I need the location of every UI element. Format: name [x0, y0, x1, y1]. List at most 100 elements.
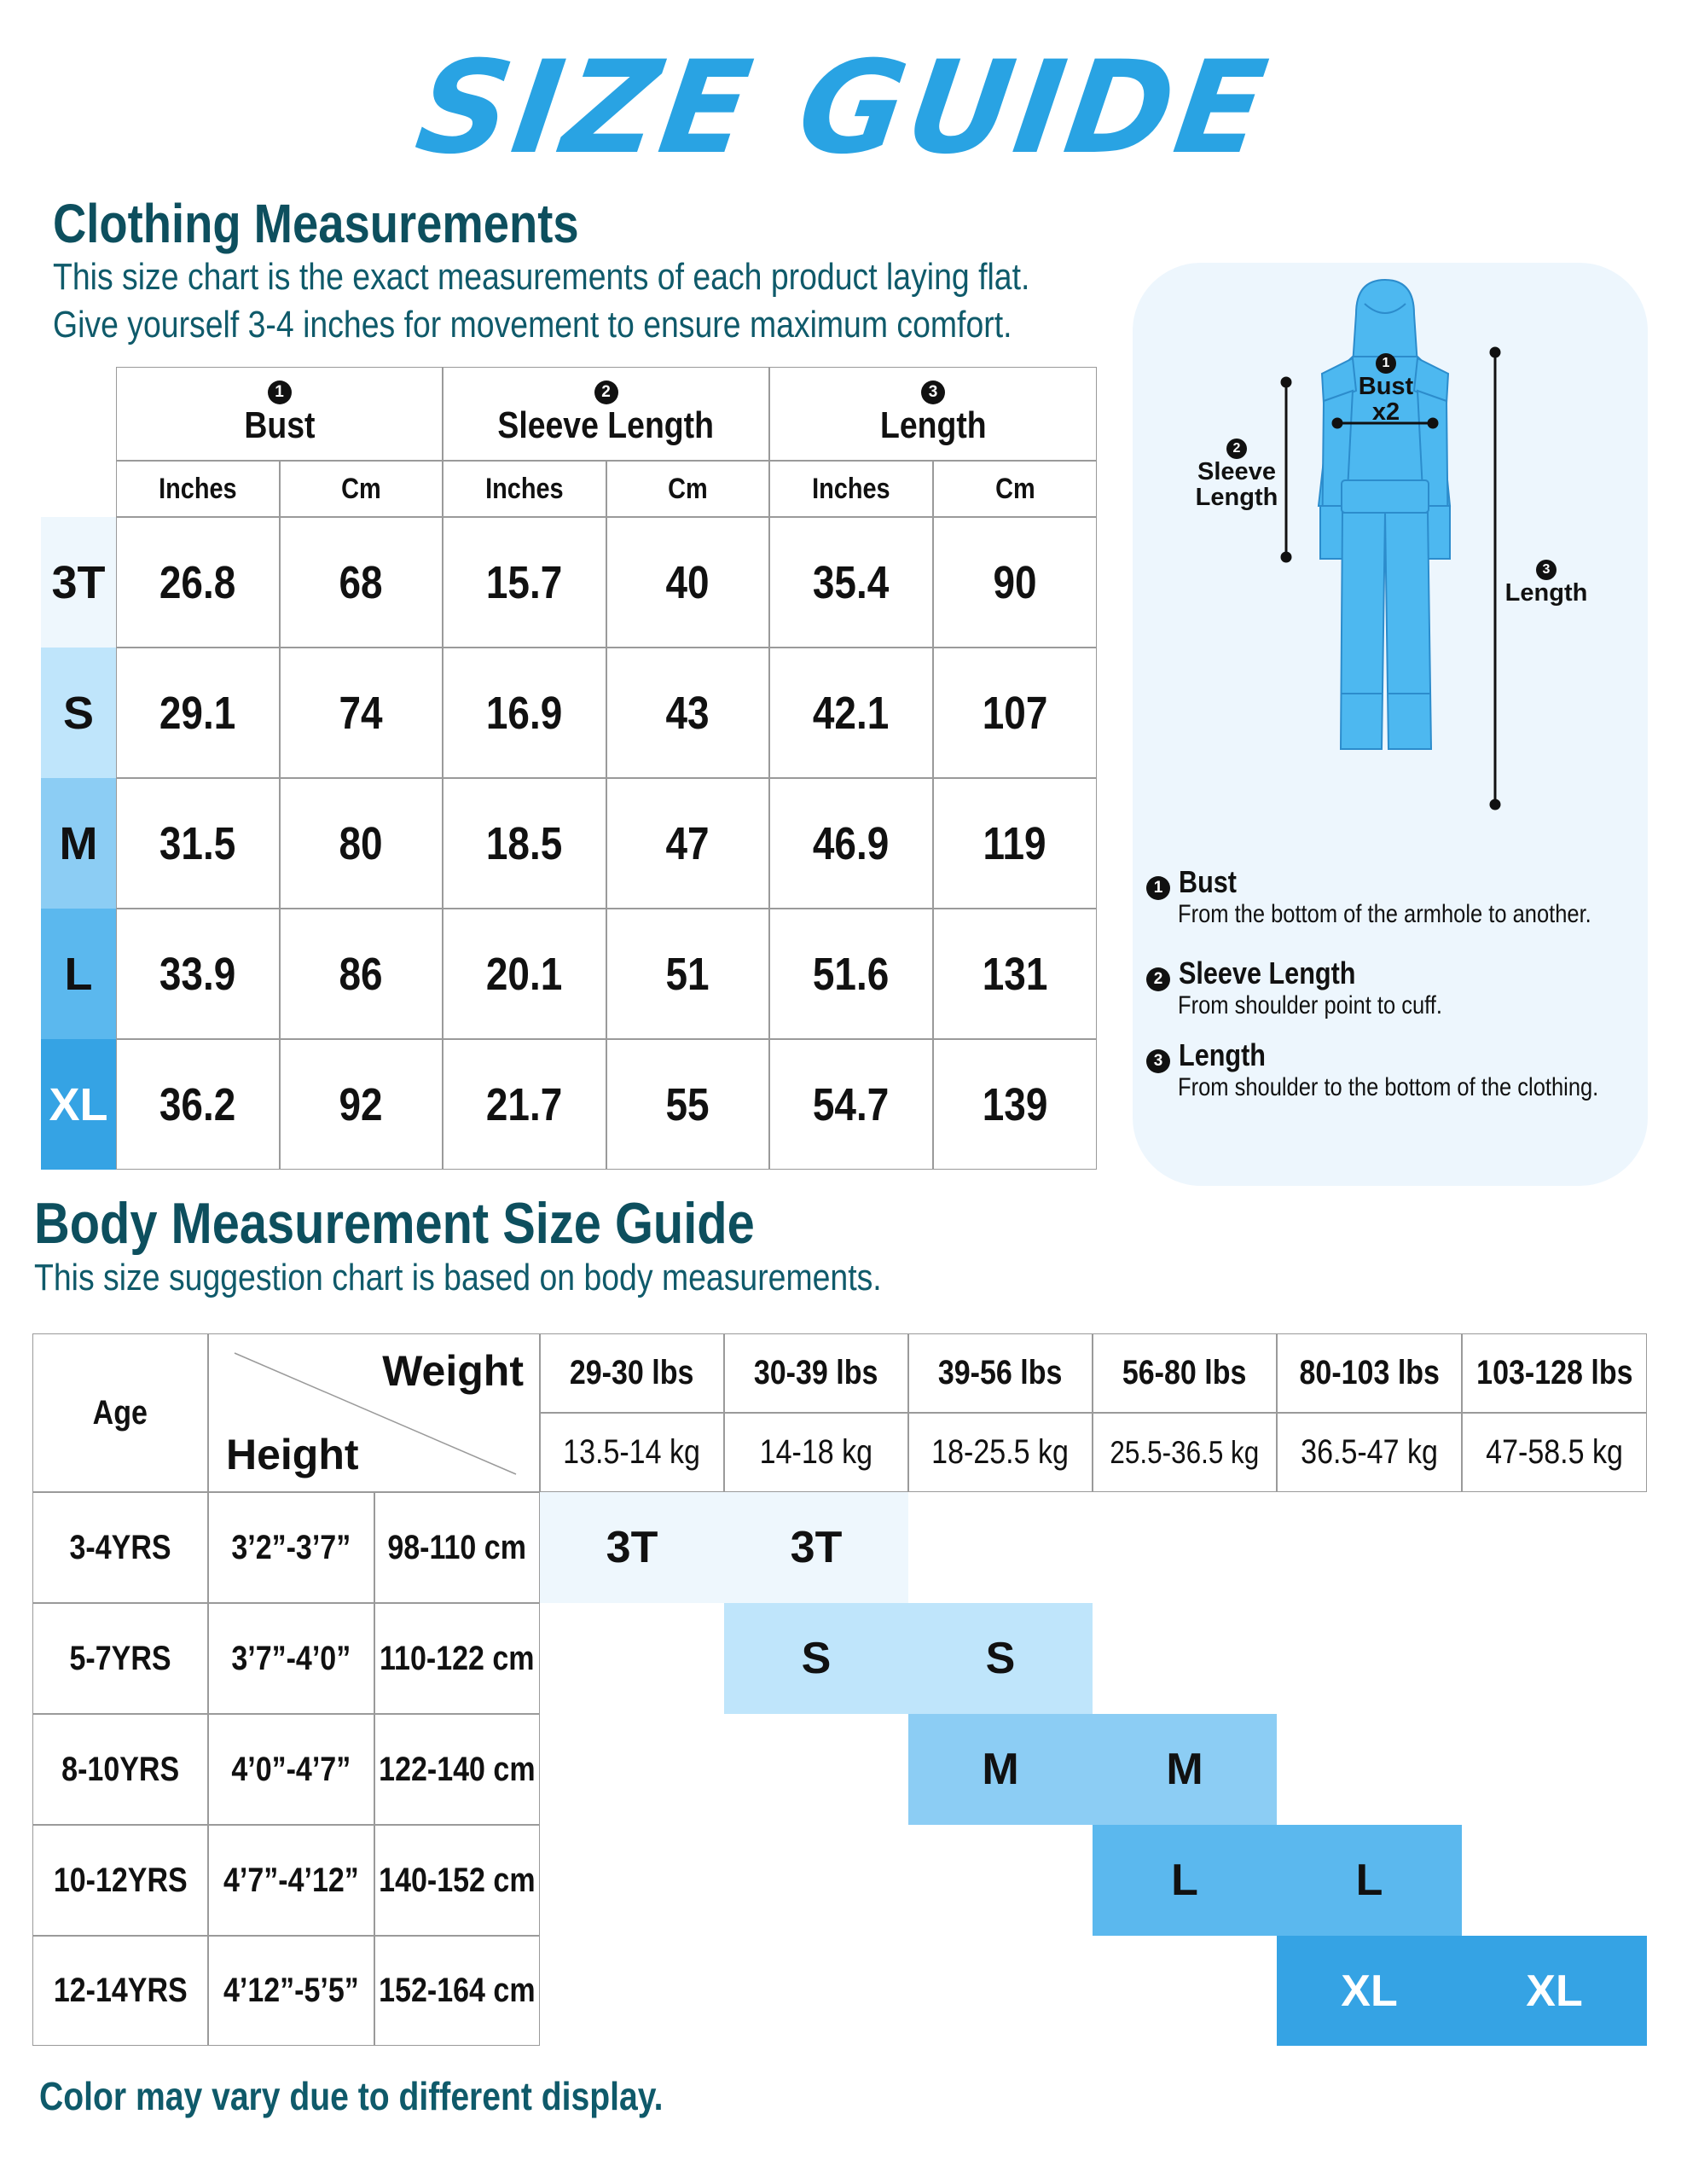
age-value: 5-7YRS	[69, 1639, 171, 1677]
table-cell: 36.2	[116, 1039, 280, 1170]
height-cm-value: 152-164 cm	[379, 1972, 536, 2009]
table-cell-value: 68	[339, 556, 384, 608]
number-badge-icon: 3	[1536, 560, 1557, 580]
age-value: 8-10YRS	[61, 1750, 179, 1788]
table-cell-value: 33.9	[159, 948, 236, 1000]
weight-kg-header: 18-25.5 kg	[908, 1413, 1093, 1492]
sleeve-diagram-label-line2: Length	[1195, 484, 1278, 511]
size-band-s: S S	[724, 1603, 1093, 1714]
table-cell: 51.6	[769, 909, 933, 1039]
height-ft-cell: 4’12”-5’5”	[208, 1936, 374, 2046]
size-band-label: M	[982, 1745, 1019, 1794]
size-band-label: XL	[1526, 1966, 1583, 2016]
height-ft-value: 3’7”-4’0”	[231, 1639, 351, 1677]
body-measurement-heading: Body Measurement Size Guide	[34, 1190, 882, 1257]
clothing-heading-text: Clothing Measurements	[53, 193, 579, 254]
weight-lbs-label: 80-103 lbs	[1299, 1354, 1440, 1391]
table-cell: 18.5	[443, 778, 606, 909]
page-title: SIZE GUIDE	[0, 34, 1687, 183]
size-label-text: L	[64, 948, 93, 1000]
weight-lbs-header: 29-30 lbs	[540, 1333, 724, 1413]
length-diagram-label: 3 Length	[1499, 553, 1593, 606]
body-measurement-description-text: This size suggestion chart is based on b…	[34, 1257, 882, 1298]
body-measurement-description: This size suggestion chart is based on b…	[34, 1257, 1031, 1299]
weight-kg-label: 14-18 kg	[759, 1433, 873, 1471]
weight-kg-label: 13.5-14 kg	[563, 1433, 701, 1471]
table-cell: 47	[606, 778, 769, 909]
table-cell-value: 51	[665, 948, 710, 1000]
clothing-description-line2: Give yourself 3-4 inches for movement to…	[53, 304, 1181, 346]
table-cell: 21.7	[443, 1039, 606, 1170]
sleeve-diagram-label-line1: Sleeve	[1197, 458, 1276, 485]
table-cell: 20.1	[443, 909, 606, 1039]
height-ft-cell: 3’2”-3’7”	[208, 1492, 374, 1603]
weight-kg-header: 36.5-47 kg	[1277, 1413, 1462, 1492]
age-value: 3-4YRS	[69, 1528, 171, 1566]
size-label-text: M	[59, 817, 98, 869]
table-cell-value: 139	[982, 1078, 1048, 1130]
size-label-xl: XL	[41, 1039, 116, 1170]
table-cell: 54.7	[769, 1039, 933, 1170]
jumpsuit-illustration	[1280, 278, 1501, 810]
unit-header: Inches	[443, 461, 606, 517]
weight-header-label: Weight	[382, 1347, 524, 1395]
bust-diagram-label: 1 Bust x2	[1356, 346, 1416, 425]
weight-kg-header: 25.5-36.5 kg	[1093, 1413, 1277, 1492]
size-label-m: M	[41, 778, 116, 909]
table-cell: 55	[606, 1039, 769, 1170]
height-cm-value: 122-140 cm	[379, 1750, 536, 1788]
bust-header-label: Bust	[243, 404, 316, 446]
height-cm-cell: 122-140 cm	[374, 1714, 540, 1825]
height-header-label: Height	[226, 1431, 359, 1478]
table-cell-value: 119	[983, 817, 1047, 869]
height-ft-cell: 4’0”-4’7”	[208, 1714, 374, 1825]
age-value: 10-12YRS	[53, 1861, 188, 1899]
size-band-m: M M	[908, 1714, 1277, 1825]
unit-header: Cm	[280, 461, 443, 517]
size-band-label: XL	[1341, 1966, 1398, 2016]
height-cm-value: 140-152 cm	[379, 1861, 536, 1899]
clothing-description-line1-text: This size chart is the exact measurement…	[53, 256, 1030, 298]
body-size-table: Age Weight Height 29-30 lbs 30-39 lbs 39…	[32, 1333, 1647, 2046]
weight-kg-header: 14-18 kg	[724, 1413, 908, 1492]
weight-lbs-label: 30-39 lbs	[754, 1354, 878, 1391]
number-badge-icon: 3	[921, 380, 945, 404]
sleeve-length-column-header: 2 Sleeve Length	[443, 367, 769, 461]
size-band-3t: 3T 3T	[540, 1492, 908, 1603]
size-label-s: S	[41, 648, 116, 778]
size-band-xl: XL XL	[1277, 1936, 1647, 2046]
height-ft-value: 4’12”-5’5”	[223, 1972, 359, 2009]
weight-lbs-label: 29-30 lbs	[570, 1354, 694, 1391]
weight-kg-label: 36.5-47 kg	[1301, 1433, 1438, 1471]
length-definition: 3 Length From shoulder to the bottom of …	[1146, 1037, 1641, 1102]
weight-lbs-header: 103-128 lbs	[1462, 1333, 1647, 1413]
sleeve-length-definition: 2 Sleeve Length From shoulder point to c…	[1146, 956, 1641, 1020]
table-cell-value: 16.9	[486, 687, 563, 739]
height-ft-value: 3’2”-3’7”	[231, 1528, 351, 1566]
sleeve-length-header-label: Sleeve Length	[497, 404, 715, 446]
weight-lbs-label: 103-128 lbs	[1475, 1354, 1633, 1391]
table-cell-value: 80	[339, 817, 384, 869]
bust-definition: 1 Bust From the bottom of the armhole to…	[1146, 864, 1641, 929]
age-header-label: Age	[92, 1393, 148, 1432]
table-cell-value: 26.8	[159, 556, 236, 608]
unit-header-label: Inches	[485, 472, 564, 505]
unit-header-label: Cm	[994, 472, 1035, 505]
weight-height-header: Weight Height	[208, 1333, 540, 1492]
table-cell: 31.5	[116, 778, 280, 909]
color-disclaimer-text: Color may vary due to different display.	[39, 2074, 664, 2118]
size-band-l: L L	[1093, 1825, 1462, 1936]
table-cell: 86	[280, 909, 443, 1039]
diagonal-divider-icon	[234, 1352, 517, 1475]
table-cell-value: 18.5	[486, 817, 563, 869]
clothing-description-line2-text: Give yourself 3-4 inches for movement to…	[53, 304, 1012, 346]
table-cell-value: 35.4	[813, 556, 890, 608]
length-diagram-label-text: Length	[1504, 579, 1588, 607]
number-badge-icon: 2	[594, 380, 618, 404]
table-cell: 35.4	[769, 517, 933, 648]
table-cell: 107	[933, 648, 1097, 778]
table-cell-value: 86	[339, 948, 384, 1000]
table-cell: 74	[280, 648, 443, 778]
size-band-label: 3T	[606, 1523, 658, 1572]
height-cm-cell: 110-122 cm	[374, 1603, 540, 1714]
